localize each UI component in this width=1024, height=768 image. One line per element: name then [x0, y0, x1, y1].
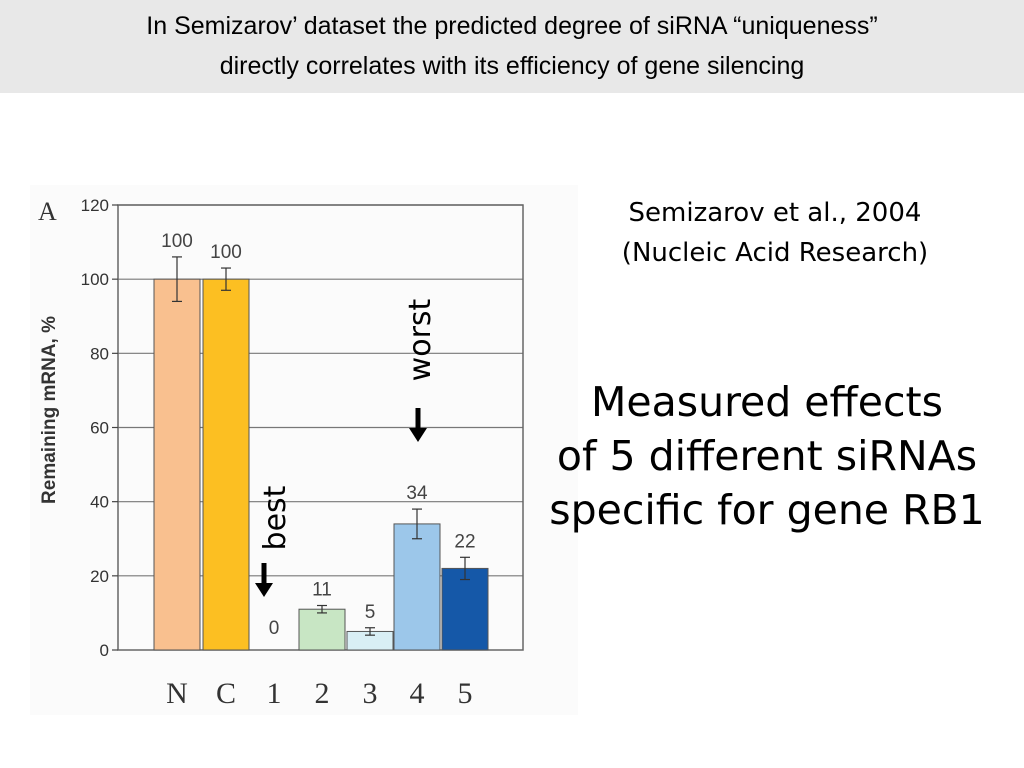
y-tick-label-120: 120: [81, 196, 109, 215]
y-tick-label-40: 40: [90, 493, 109, 512]
title-bar: In Semizarov’ dataset the predicted degr…: [0, 0, 1024, 93]
bar-5: [441, 567, 489, 651]
bar-2: [298, 608, 346, 651]
citation-author: Semizarov et al., 2004: [628, 198, 922, 228]
category-label-3: 3: [363, 677, 378, 710]
value-label-2: 11: [312, 580, 332, 601]
value-label-5: 22: [454, 531, 475, 552]
y-tick-label-80: 80: [90, 344, 109, 363]
category-label-2: 2: [315, 677, 330, 710]
category-label-C: C: [216, 677, 236, 710]
citation-journal: (Nucleic Acid Research): [621, 238, 929, 268]
value-label-1: 0: [269, 618, 280, 639]
category-label-5: 5: [458, 677, 473, 710]
value-label-4: 34: [406, 483, 428, 504]
bar-N: [153, 278, 201, 651]
panel-label: A: [38, 197, 57, 226]
caption-line-3: specific for gene RB1: [549, 486, 985, 534]
caption-line-1: Measured effects: [591, 378, 943, 426]
slide-title-line-1: In Semizarov’ dataset the predicted degr…: [146, 12, 878, 40]
slide-title-line-2: directly correlates with its efficiency …: [219, 52, 805, 80]
category-label-N: N: [166, 677, 188, 710]
bar-C: [202, 278, 250, 651]
annotation-worst-arrow-head: [409, 428, 427, 442]
y-tick-label-100: 100: [81, 270, 109, 289]
y-tick-label-60: 60: [90, 419, 109, 438]
category-label-1: 1: [267, 677, 282, 710]
value-label-N: 100: [161, 231, 193, 252]
annotation-best-label: best: [258, 485, 293, 550]
annotation-worst-label: worst: [403, 298, 438, 381]
annotation-best-arrow-head: [255, 583, 273, 597]
bar-4: [393, 523, 441, 651]
caption-line-2: of 5 different siRNAs: [556, 432, 978, 480]
value-label-C: 100: [210, 242, 242, 263]
value-label-3: 5: [365, 602, 376, 623]
category-label-4: 4: [410, 677, 425, 710]
y-tick-label-20: 20: [90, 567, 109, 586]
y-tick-label-0: 0: [100, 641, 109, 660]
y-axis-label: Remaining mRNA, %: [39, 316, 60, 504]
